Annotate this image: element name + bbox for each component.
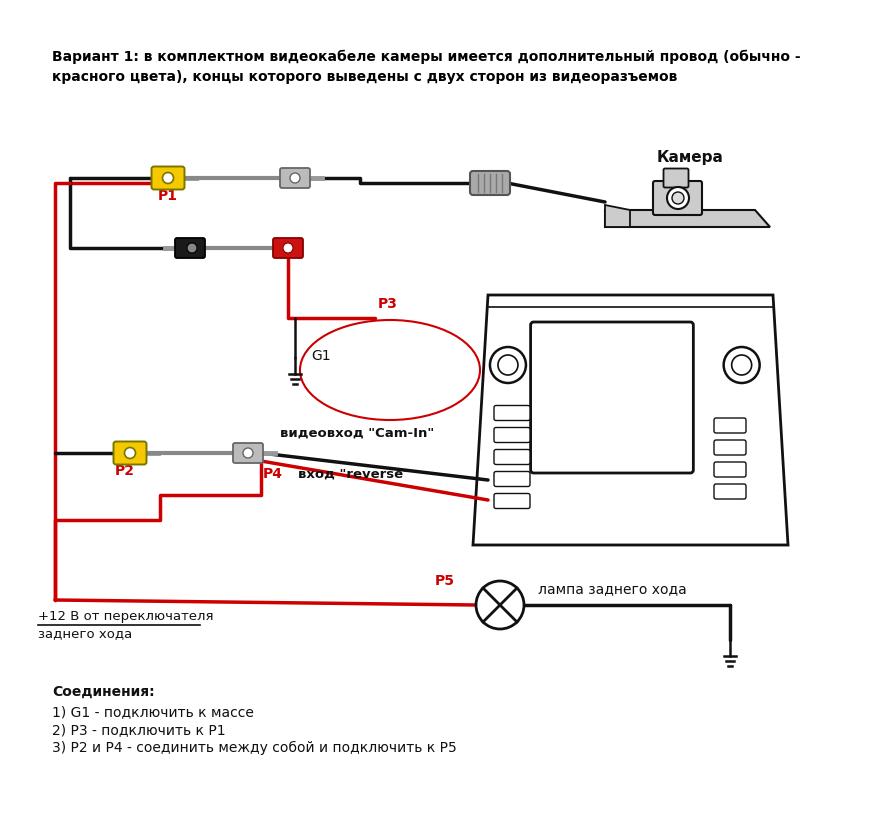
Text: видеовход "Cam-In": видеовход "Cam-In" (280, 427, 434, 440)
FancyBboxPatch shape (664, 168, 689, 187)
FancyBboxPatch shape (530, 322, 693, 473)
FancyBboxPatch shape (175, 238, 205, 258)
FancyBboxPatch shape (714, 462, 746, 477)
FancyBboxPatch shape (113, 442, 147, 465)
Circle shape (163, 172, 173, 184)
Circle shape (490, 347, 526, 383)
Polygon shape (605, 210, 770, 227)
FancyBboxPatch shape (280, 168, 310, 188)
FancyBboxPatch shape (233, 443, 263, 463)
Text: 1) G1 - подключить к массе: 1) G1 - подключить к массе (52, 705, 254, 719)
Text: Магнитола: Магнитола (568, 390, 656, 405)
Circle shape (283, 243, 293, 253)
Circle shape (732, 355, 751, 375)
Text: G1: G1 (311, 349, 331, 363)
FancyBboxPatch shape (470, 171, 510, 195)
Text: P4: P4 (263, 467, 283, 481)
Circle shape (498, 355, 518, 375)
FancyBboxPatch shape (151, 167, 185, 190)
Circle shape (243, 448, 253, 458)
FancyBboxPatch shape (494, 428, 530, 443)
Text: P2: P2 (115, 464, 135, 478)
FancyBboxPatch shape (714, 440, 746, 455)
FancyBboxPatch shape (494, 406, 530, 420)
Circle shape (672, 192, 684, 204)
Text: P1: P1 (158, 189, 178, 203)
Text: 3) Р2 и Р4 - соединить между собой и подключить к Р5: 3) Р2 и Р4 - соединить между собой и под… (52, 741, 457, 755)
Polygon shape (605, 205, 630, 227)
Text: P5: P5 (435, 574, 455, 588)
FancyBboxPatch shape (494, 450, 530, 465)
Circle shape (290, 173, 300, 183)
Polygon shape (473, 295, 788, 545)
FancyBboxPatch shape (714, 418, 746, 433)
FancyBboxPatch shape (494, 471, 530, 487)
Circle shape (476, 581, 524, 629)
Text: Соединения:: Соединения: (52, 685, 155, 699)
Circle shape (667, 187, 689, 209)
Text: Камера: Камера (657, 150, 723, 165)
Text: лампа заднего хода: лампа заднего хода (538, 582, 687, 596)
Circle shape (187, 243, 197, 253)
Circle shape (125, 447, 135, 458)
FancyBboxPatch shape (273, 238, 303, 258)
FancyBboxPatch shape (494, 493, 530, 508)
FancyBboxPatch shape (653, 181, 702, 215)
Text: Вариант 1: в комплектном видеокабеле камеры имеется дополнительный провод (обычн: Вариант 1: в комплектном видеокабеле кам… (52, 50, 801, 84)
FancyBboxPatch shape (714, 484, 746, 499)
Circle shape (724, 347, 759, 383)
Text: 2) Р3 - подключить к Р1: 2) Р3 - подключить к Р1 (52, 723, 225, 737)
Text: вход "reverse": вход "reverse" (298, 468, 410, 481)
Text: +12 В от переключателя
заднего хода: +12 В от переключателя заднего хода (38, 610, 214, 640)
Text: P3: P3 (378, 297, 398, 311)
